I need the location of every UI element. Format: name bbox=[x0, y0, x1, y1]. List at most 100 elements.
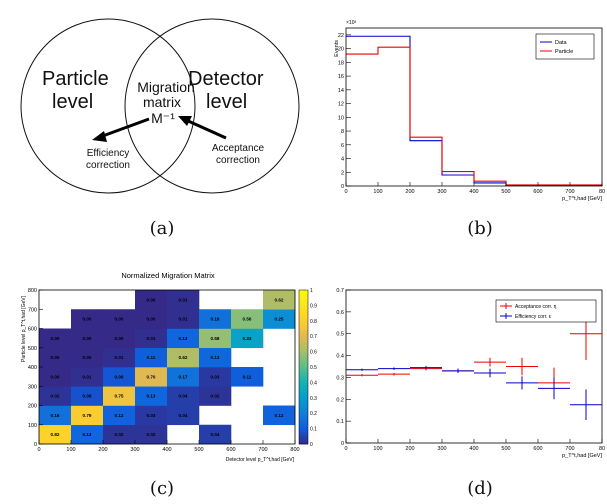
panel-c-ytick-label: 300 bbox=[28, 384, 37, 390]
acceptance-arrow-head bbox=[178, 116, 192, 126]
colorbar-tick-label: 0.8 bbox=[310, 319, 317, 325]
panel-b-legend-box bbox=[535, 33, 595, 60]
heatmap-cell bbox=[71, 309, 104, 329]
heatmap-cell-label: 0.02 bbox=[51, 394, 60, 399]
colorbar-segment bbox=[299, 293, 308, 297]
efficiency-arrow bbox=[99, 117, 150, 139]
heatmap-cell-label: 0.00 bbox=[115, 317, 124, 322]
heatmap-cell-label: 0.01 bbox=[83, 374, 92, 379]
heatmap-cell bbox=[71, 367, 104, 387]
colorbar-tick-label: 0.2 bbox=[310, 411, 317, 417]
detector-level-label-line1: Detector bbox=[188, 68, 264, 90]
colorbar-tick-label: 0 bbox=[310, 442, 313, 448]
panel-d-ytick-label: 0.2 bbox=[336, 397, 344, 403]
heatmap-cell bbox=[263, 405, 296, 426]
heatmap-cell-label: 0.00 bbox=[147, 317, 156, 322]
heatmap-cell bbox=[231, 328, 264, 349]
colorbar-segment bbox=[299, 357, 308, 362]
colorbar-segment bbox=[299, 308, 308, 312]
colorbar-segment bbox=[299, 434, 308, 439]
caption-d: (d) bbox=[467, 478, 493, 499]
efficiency-correction-line2: correction bbox=[86, 160, 130, 171]
panel-b-xtick-label: 200 bbox=[405, 189, 414, 195]
heatmap-cell-label: 0.00 bbox=[147, 297, 156, 302]
panel-b-ytick-label: 2 bbox=[341, 170, 344, 176]
colorbar-segment bbox=[299, 320, 308, 325]
heatmap-cell bbox=[263, 309, 296, 329]
panel-c-ytick-label: 700 bbox=[28, 307, 37, 313]
heatmap-cell bbox=[263, 290, 296, 310]
migration-matrix-label-line1: Migration bbox=[137, 79, 195, 95]
panel-c-xtick-label: 100 bbox=[66, 447, 75, 453]
heatmap-cell-label: 0.12 bbox=[115, 413, 124, 418]
panel-c-ytick-label: 400 bbox=[28, 365, 37, 371]
colorbar-segment bbox=[299, 394, 308, 399]
heatmap-cell bbox=[167, 290, 200, 310]
heatmap-cell-label: 0.56 bbox=[243, 317, 252, 322]
heatmap-cell-label: 0.13 bbox=[147, 394, 156, 399]
heatmap-cell-label: 0.02 bbox=[211, 394, 220, 399]
particle-level-label-line2: level bbox=[52, 91, 93, 113]
panel-d-ytick-label: 0 bbox=[341, 441, 344, 447]
heatmap-cell-label: 0.13 bbox=[179, 336, 188, 341]
heatmap-cell bbox=[103, 386, 136, 406]
colorbar-segment bbox=[299, 342, 308, 346]
colorbar-tick-label: 1 bbox=[310, 288, 313, 294]
colorbar-segment bbox=[299, 379, 308, 383]
colorbar-segment bbox=[299, 425, 308, 429]
panel-b-xtick-label: 80 bbox=[599, 189, 605, 195]
panel-b-series-particle bbox=[346, 46, 603, 186]
heatmap-cell bbox=[199, 367, 232, 387]
colorbar-segment bbox=[299, 385, 308, 389]
panel-d-xtick-label: 80 bbox=[599, 446, 605, 452]
heatmap-cell bbox=[167, 405, 200, 426]
panel-d-ytick-label: 0.6 bbox=[336, 310, 344, 316]
panel-c-xlabel: Detector level p_T^t,had [GeV] bbox=[226, 457, 295, 463]
panel-d-ytick-label: 0.1 bbox=[336, 419, 344, 425]
panel-d-ytick-label: 0.5 bbox=[336, 332, 344, 338]
heatmap-cell-label: 0.02 bbox=[115, 432, 124, 437]
heatmap-cell-label: 0.13 bbox=[211, 355, 220, 360]
colorbar-segment bbox=[299, 419, 308, 423]
colorbar-segment bbox=[299, 370, 308, 374]
particle-level-label-line1: Particle bbox=[42, 68, 109, 90]
heatmap-cell bbox=[71, 386, 104, 406]
colorbar-segment bbox=[299, 428, 308, 433]
heatmap-cell bbox=[71, 405, 104, 426]
panel-b-legend-data-label: Data bbox=[555, 40, 568, 46]
colorbar-segment bbox=[299, 317, 308, 322]
panel-d-xtick-label: 700 bbox=[565, 446, 574, 452]
heatmap-cell-label: 0.01 bbox=[179, 317, 188, 322]
panel-d-xtick-label: 400 bbox=[469, 446, 478, 452]
heatmap-cell-label: 0.12 bbox=[275, 413, 284, 418]
heatmap-cell-label: 0.04 bbox=[179, 413, 188, 418]
colorbar-segment bbox=[299, 403, 308, 408]
panel-b-y-multiplier: ×10³ bbox=[346, 20, 356, 26]
heatmap-cell-label: 0.82 bbox=[51, 432, 60, 437]
heatmap-cell-label: 0.00 bbox=[51, 336, 60, 341]
panel-c-ytick-label: 600 bbox=[28, 327, 37, 333]
panel-c-xtick-label: 200 bbox=[98, 447, 107, 453]
acceptance-arrow bbox=[185, 118, 227, 140]
heatmap-cell bbox=[103, 367, 136, 387]
panel-c-xtick-label: 300 bbox=[130, 447, 139, 453]
panel-b-ytick-label: 14 bbox=[338, 88, 344, 94]
heatmap-cell bbox=[167, 386, 200, 406]
heatmap-cell-label: 0.62 bbox=[275, 297, 284, 302]
heatmap-cell-label: 0.04 bbox=[179, 394, 188, 399]
heatmap-cell-label: 0.02 bbox=[147, 432, 156, 437]
panel-d-xtick-label: 500 bbox=[501, 446, 510, 452]
heatmap-cell bbox=[167, 347, 200, 368]
detector-level-circle bbox=[124, 18, 300, 194]
heatmap-cell bbox=[167, 367, 200, 387]
colorbar-segment bbox=[299, 336, 308, 340]
heatmap-cell-label: 0.04 bbox=[211, 432, 220, 437]
heatmap-cell-label: 0.75 bbox=[115, 394, 124, 399]
particle-level-circle bbox=[20, 18, 196, 194]
migration-matrix-label-line2: matrix bbox=[143, 94, 181, 110]
panel-c-ytick-label: 0 bbox=[34, 442, 37, 448]
heatmap-cell-label: 0.16 bbox=[211, 317, 220, 322]
panel-d-ytick-label: 0.3 bbox=[336, 375, 344, 381]
panel-d-xtick-label: 300 bbox=[437, 446, 446, 452]
